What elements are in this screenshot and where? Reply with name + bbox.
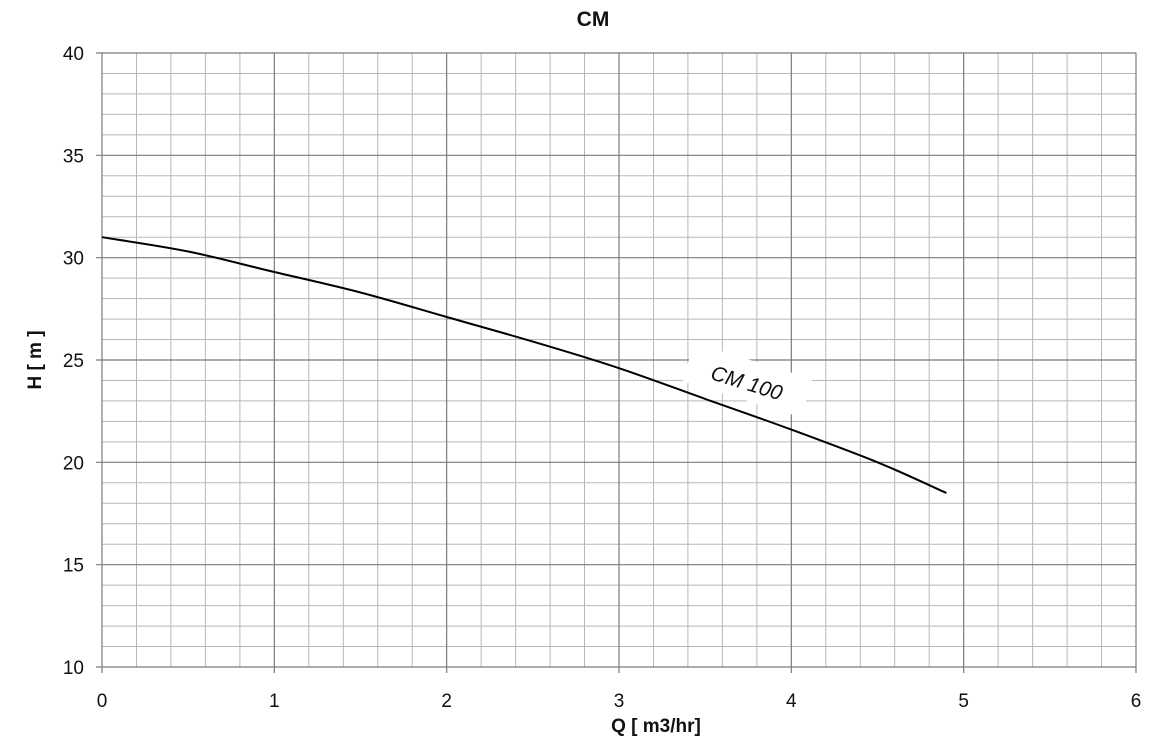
x-tick-label: 1 [269, 691, 280, 712]
x-tick-label: 6 [1131, 691, 1142, 712]
x-tick-label: 2 [441, 691, 452, 712]
y-tick-label: 20 [63, 453, 84, 474]
y-tick-label: 30 [63, 249, 84, 270]
x-tick-label: 0 [97, 691, 108, 712]
series-label-background [682, 342, 813, 418]
chart-title: CM [577, 8, 610, 31]
y-axis-title: H [ m ] [25, 330, 46, 389]
series-layer [101, 236, 947, 494]
y-tick-label: 35 [63, 146, 84, 167]
major-gridlines [96, 52, 1137, 673]
y-tick-label: 10 [63, 658, 84, 679]
y-tick-label: 40 [63, 44, 84, 65]
y-tick-label: 15 [63, 556, 84, 577]
x-tick-label: 4 [786, 691, 797, 712]
x-axis-ticks: 0 1 2 3 4 5 6 [97, 691, 1142, 712]
x-axis-title: Q [ m3/hr] [611, 716, 701, 737]
series-line [101, 236, 947, 494]
x-tick-label: 5 [958, 691, 969, 712]
x-tick-label: 3 [614, 691, 625, 712]
y-axis-ticks: 10 15 20 25 30 35 40 [63, 44, 84, 679]
y-tick-label: 25 [63, 351, 84, 372]
